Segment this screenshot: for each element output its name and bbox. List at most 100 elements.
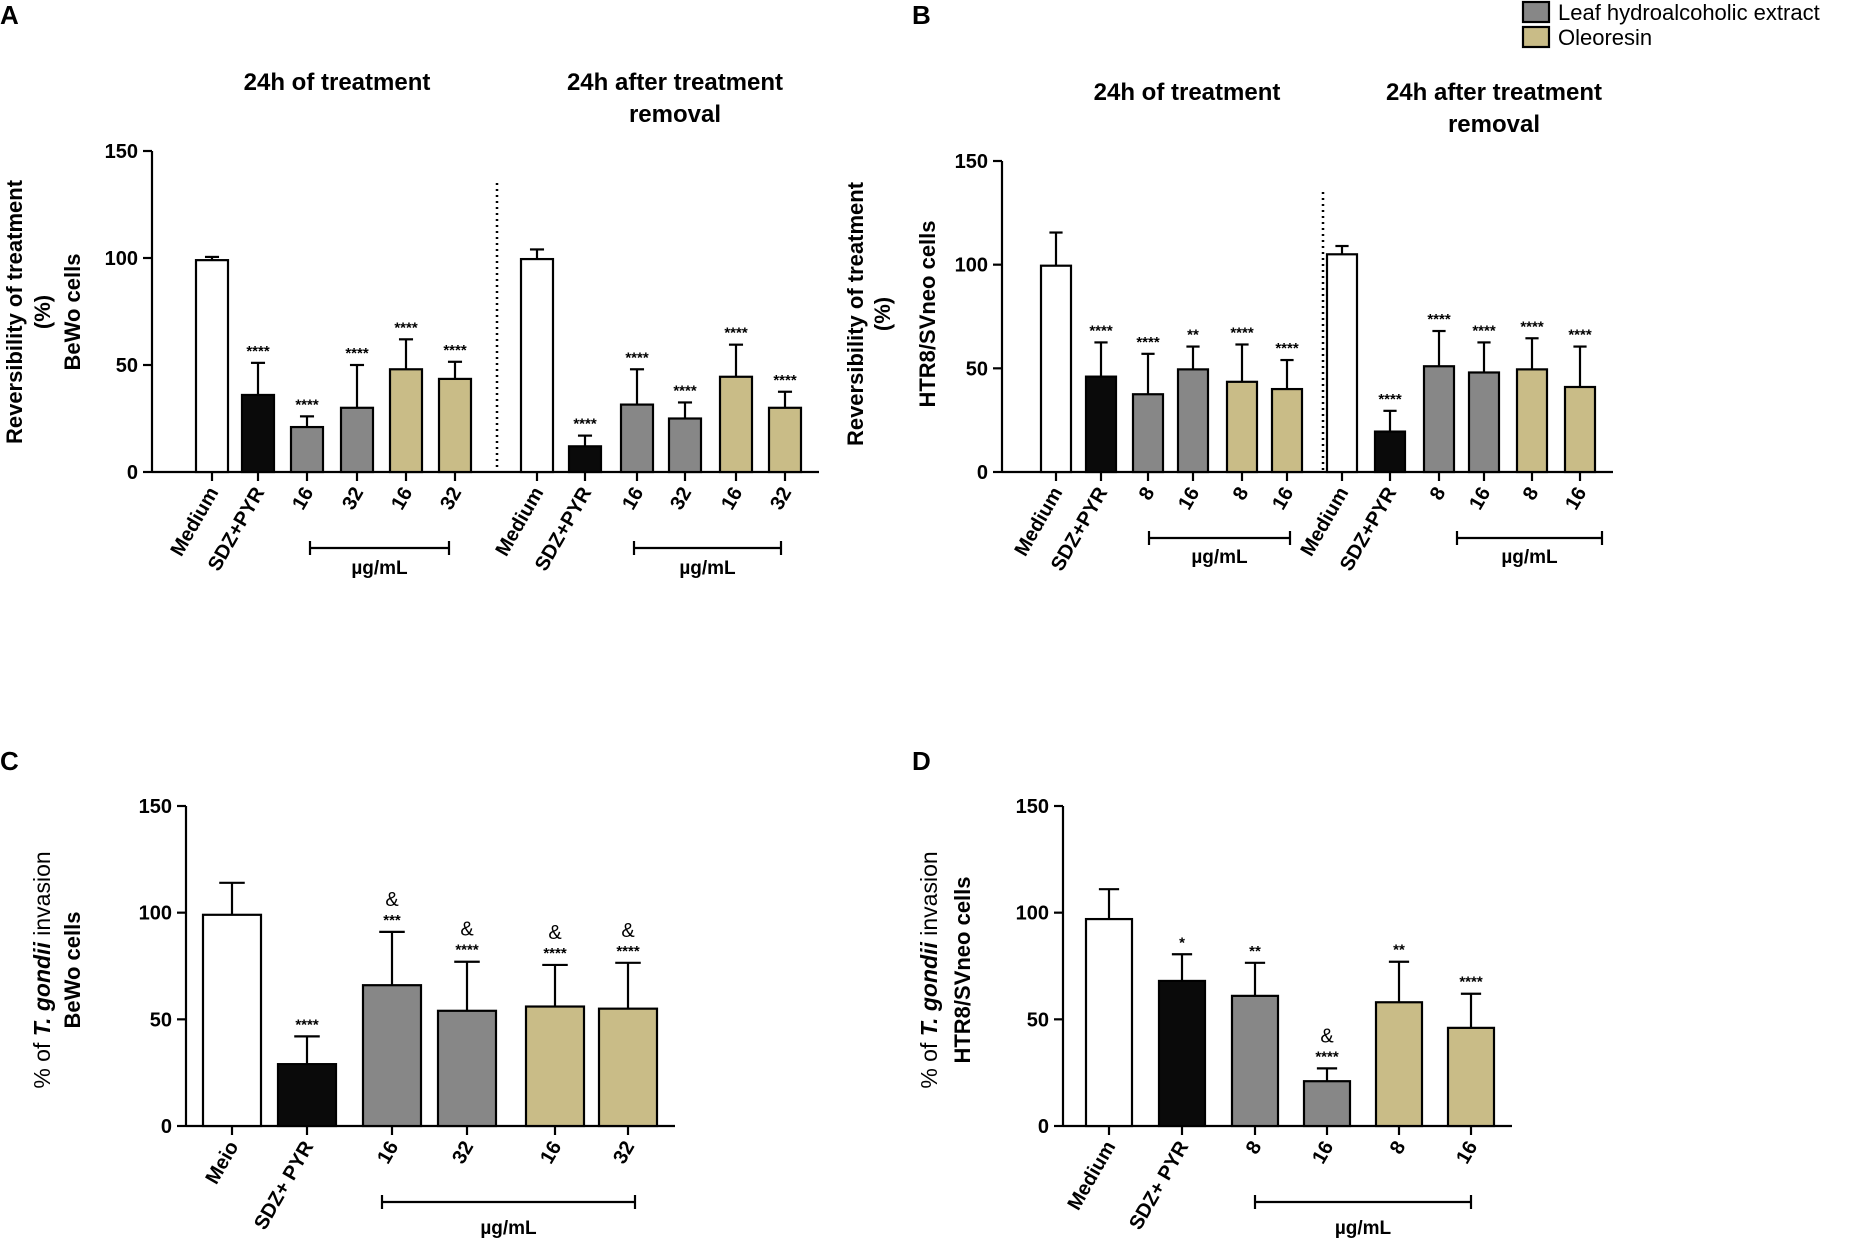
- chart-panel-b: 0 50 100 150 Reversibility of treatment (%) HT…: [843, 79, 1613, 575]
- x-tick-label: 16: [1308, 1138, 1338, 1168]
- x-tick-label: 8: [1229, 484, 1254, 505]
- bar: [667, 417, 703, 474]
- significance-label: ****: [443, 342, 467, 359]
- bar: [1225, 380, 1259, 474]
- y-tick-label: 0: [127, 462, 138, 484]
- x-tick-label: 16: [1174, 484, 1204, 514]
- x-tick-label: 32: [448, 1138, 478, 1168]
- y-tick-label: 100: [955, 255, 988, 277]
- bar: [1325, 253, 1359, 474]
- significance-label: ****: [673, 382, 697, 399]
- unit-label: µg/mL: [1335, 1218, 1392, 1239]
- group-title: removal: [1448, 111, 1540, 138]
- bar: [1422, 365, 1456, 474]
- significance-label: ****: [1315, 1048, 1339, 1065]
- x-tick-label: 16: [1465, 484, 1495, 514]
- x-tick-label: 32: [609, 1138, 639, 1168]
- y-tick-label: 50: [966, 358, 988, 380]
- bar: [201, 913, 263, 1128]
- significance-label: ****: [1459, 974, 1483, 991]
- bar: [1515, 368, 1549, 474]
- bar: [597, 1007, 659, 1128]
- significance-label: ***: [383, 912, 401, 929]
- bar: [361, 984, 423, 1128]
- significance-label: ****: [394, 319, 418, 336]
- y-tick-label: 150: [1016, 796, 1049, 818]
- significance-amp-label: &: [548, 922, 562, 944]
- bar: [437, 377, 473, 474]
- panel-label-a: A: [0, 0, 19, 30]
- legend-label-leaf-extract: Leaf hydroalcoholic extract: [1558, 0, 1820, 25]
- y-axis-label: (%): [30, 295, 55, 329]
- significance-label: ****: [1427, 311, 1451, 328]
- significance-label: ****: [1136, 334, 1160, 351]
- significance-label: ****: [616, 943, 640, 960]
- y-tick-label: 50: [1027, 1009, 1049, 1031]
- x-tick-label: 32: [766, 484, 796, 514]
- unit-label: µg/mL: [679, 558, 736, 579]
- bar: [1446, 1026, 1496, 1128]
- significance-label: *: [1179, 934, 1185, 951]
- y-axis-label: Reversibility of treatment: [843, 181, 868, 446]
- y-tick-label: 0: [977, 462, 988, 484]
- group-title: 24h of treatment: [1094, 79, 1281, 106]
- bar: [194, 259, 230, 474]
- panel-label-b: B: [912, 0, 931, 30]
- group-title: 24h after treatment: [567, 69, 783, 96]
- bar: [1131, 393, 1165, 474]
- y-axis-label: BeWo cells: [60, 254, 85, 371]
- group-title: 24h after treatment: [1386, 79, 1602, 106]
- significance-label: ****: [625, 349, 649, 366]
- y-axis-label-part: invasion: [29, 851, 55, 942]
- significance-label: ****: [1089, 322, 1113, 339]
- bar: [1230, 994, 1280, 1128]
- bar: [767, 406, 803, 474]
- bar: [240, 393, 276, 474]
- x-tick-label: 8: [1242, 1138, 1267, 1159]
- x-tick-label: 16: [1561, 484, 1591, 514]
- legend: Leaf hydroalcoholic extract Oleoresin: [1521, 0, 1820, 50]
- bar: [1467, 371, 1501, 474]
- y-axis-label: % of T. gondii invasion: [916, 851, 942, 1088]
- significance-label: ****: [773, 372, 797, 389]
- significance-label: ****: [1378, 391, 1402, 408]
- significance-label: ****: [1275, 340, 1299, 357]
- group-title: 24h of treatment: [244, 69, 431, 96]
- y-axis-label-part: % of: [29, 1036, 55, 1088]
- bar: [519, 257, 555, 474]
- y-axis-label: Reversibility of treatment: [2, 179, 27, 444]
- x-tick-label: 16: [387, 484, 417, 514]
- x-tick-label: 8: [1519, 484, 1544, 505]
- x-tick-label: 16: [1452, 1138, 1482, 1168]
- bar: [1084, 375, 1118, 474]
- significance-label: ****: [1230, 324, 1254, 341]
- y-axis-label-part: invasion: [916, 851, 942, 942]
- significance-label: ****: [295, 1016, 319, 1033]
- x-tick-label: 16: [536, 1138, 566, 1168]
- x-tick-label: 16: [373, 1138, 403, 1168]
- significance-amp-label: &: [385, 889, 399, 911]
- x-tick-label: 32: [666, 484, 696, 514]
- chart-panel-d: 0 50 100 150 % of T. gondii invasion HTR8/SVn…: [916, 796, 1512, 1239]
- bar: [1302, 1080, 1352, 1128]
- group-title: removal: [629, 101, 721, 128]
- panel-label-d: D: [912, 746, 931, 776]
- bar: [276, 1063, 338, 1128]
- y-tick-label: 100: [1016, 903, 1049, 925]
- x-tick-label: 16: [1268, 484, 1298, 514]
- significance-label: **: [1393, 942, 1405, 959]
- significance-label: ****: [573, 416, 597, 433]
- y-tick-label: 50: [116, 355, 138, 377]
- y-tick-label: 0: [1038, 1116, 1049, 1138]
- significance-label: **: [1249, 943, 1261, 960]
- x-tick-label: 8: [1135, 484, 1160, 505]
- bar: [1084, 917, 1134, 1128]
- y-tick-label: 50: [150, 1009, 172, 1031]
- y-tick-label: 150: [955, 151, 988, 173]
- legend-swatch-oleoresin: [1521, 25, 1551, 49]
- y-tick-label: 150: [105, 141, 138, 163]
- significance-label: **: [1187, 327, 1199, 344]
- bar: [289, 425, 325, 474]
- bar: [1157, 979, 1207, 1128]
